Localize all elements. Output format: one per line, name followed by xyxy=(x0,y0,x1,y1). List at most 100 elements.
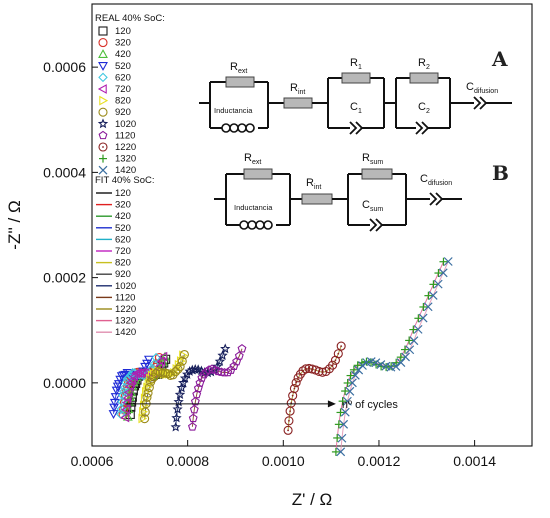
point-420 xyxy=(122,411,133,421)
point-1420 xyxy=(371,358,381,368)
point-1420 xyxy=(342,396,352,406)
point-1220 xyxy=(314,366,324,376)
legend-fit-label: 1320 xyxy=(115,316,136,327)
legend-fit-label: 420 xyxy=(115,211,131,222)
legend-real-marker-520 xyxy=(98,62,108,71)
point-920 xyxy=(175,362,185,372)
circuit-b-cdiff-cpe xyxy=(429,192,438,206)
point-1220 xyxy=(283,425,293,435)
y-axis-title: -Z'' / Ω xyxy=(5,200,24,249)
cycles-arrow-head xyxy=(327,400,336,408)
point-1420-b xyxy=(423,302,433,312)
legend-real-marker-920 xyxy=(98,107,108,117)
point-1420 xyxy=(376,360,386,369)
point-1320 xyxy=(333,433,342,442)
point-1220-dot xyxy=(288,419,290,422)
point-1120 xyxy=(226,365,236,374)
circuit-b-cdiff-label: Cdifusion xyxy=(420,173,452,187)
point-1220 xyxy=(301,364,311,374)
point-1420-b xyxy=(342,396,352,406)
point-620 xyxy=(151,352,161,363)
point-920 xyxy=(171,367,181,377)
legend-real-marker-820 xyxy=(99,95,109,106)
circuit-b-rsum-label: Rsum xyxy=(362,152,383,166)
point-1320 xyxy=(409,325,418,334)
legend-real-marker-1020 xyxy=(97,118,109,129)
point-1020 xyxy=(205,366,217,377)
circuit-a-cdiff-label: Cdifusion xyxy=(466,81,498,95)
point-1420-b xyxy=(391,362,401,371)
point-1220-dot xyxy=(340,345,343,348)
point-1220-dot xyxy=(287,429,289,432)
legend-real-marker-1320 xyxy=(99,154,107,163)
point-820 xyxy=(138,413,148,424)
point-1420 xyxy=(423,302,433,312)
legend-real-label: 320 xyxy=(115,38,131,49)
y-tick-label: 0.0002 xyxy=(43,270,86,286)
point-1120 xyxy=(223,367,233,377)
point-1220-dot xyxy=(334,359,337,362)
point-1220-dot xyxy=(295,381,298,384)
point-1020 xyxy=(190,364,201,374)
x-axis-title: Z' / Ω xyxy=(292,490,333,509)
point-1420-b xyxy=(336,447,346,457)
circuit-a-rext-label: Rext xyxy=(230,61,247,75)
legend-real-marker-1220-dot xyxy=(102,146,104,148)
point-1220 xyxy=(288,391,298,401)
point-1320 xyxy=(336,408,345,417)
point-1320 xyxy=(338,397,347,406)
circuit-b-inductor-loop xyxy=(263,220,273,230)
point-1420 xyxy=(433,279,443,289)
point-1020 xyxy=(220,343,231,354)
legend-real-marker-320 xyxy=(98,38,108,48)
point-1420 xyxy=(350,370,360,380)
point-1420-b xyxy=(409,336,419,346)
point-1120 xyxy=(192,389,202,399)
circuit-b-letter: B xyxy=(492,161,509,185)
point-1120 xyxy=(187,422,197,431)
legend-fit-label: 1020 xyxy=(115,281,136,292)
point-1420-b xyxy=(401,352,410,362)
legend-real-label: 920 xyxy=(115,107,131,118)
point-920 xyxy=(151,369,161,379)
point-920 xyxy=(142,392,152,402)
point-1420-b xyxy=(428,291,438,300)
y-axis-ticks: 0.0000 0.0002 0.0004 0.0006 xyxy=(43,59,98,391)
circuit-a-c1-label: C1 xyxy=(350,101,362,115)
point-1420 xyxy=(336,447,346,457)
point-1320 xyxy=(439,257,448,266)
point-1220-dot xyxy=(293,387,296,390)
point-720 xyxy=(121,397,131,408)
point-1420-b xyxy=(405,345,415,355)
point-1120 xyxy=(190,396,200,406)
point-1320 xyxy=(334,420,343,429)
point-1420 xyxy=(401,352,410,362)
point-1220 xyxy=(291,378,301,388)
point-920 xyxy=(168,370,178,380)
point-1420-b xyxy=(443,257,453,266)
legend-real-marker-1420-b xyxy=(98,165,108,175)
legend-real-label: 1320 xyxy=(115,154,136,165)
legend-real: REAL 40% SoC: 12032042052062072082092010… xyxy=(95,13,165,176)
point-920 xyxy=(144,383,154,393)
x-tick-label: 0.0006 xyxy=(71,453,114,469)
point-1420-b xyxy=(371,358,381,368)
point-1320 xyxy=(353,361,362,370)
legend-real-label: 820 xyxy=(115,96,131,107)
point-1420 xyxy=(413,324,423,334)
legend-real-marker-1120 xyxy=(98,130,108,140)
point-1220-dot xyxy=(289,410,291,413)
point-1320 xyxy=(349,365,358,374)
point-1220 xyxy=(289,383,299,394)
circuit-a xyxy=(199,72,512,135)
x-tick-label: 0.0010 xyxy=(262,453,305,469)
circuit-a-labels: Rext Inductancia Rint R1 C1 R2 C2 Cdifus… xyxy=(214,47,508,115)
point-1420 xyxy=(340,407,350,417)
y-tick-label: 0.0006 xyxy=(43,59,86,75)
point-820 xyxy=(139,406,149,417)
circuit-a-cdiff-cpe xyxy=(473,96,482,110)
point-1020 xyxy=(172,403,183,414)
point-1420 xyxy=(443,257,453,266)
point-1420-b xyxy=(347,378,357,388)
